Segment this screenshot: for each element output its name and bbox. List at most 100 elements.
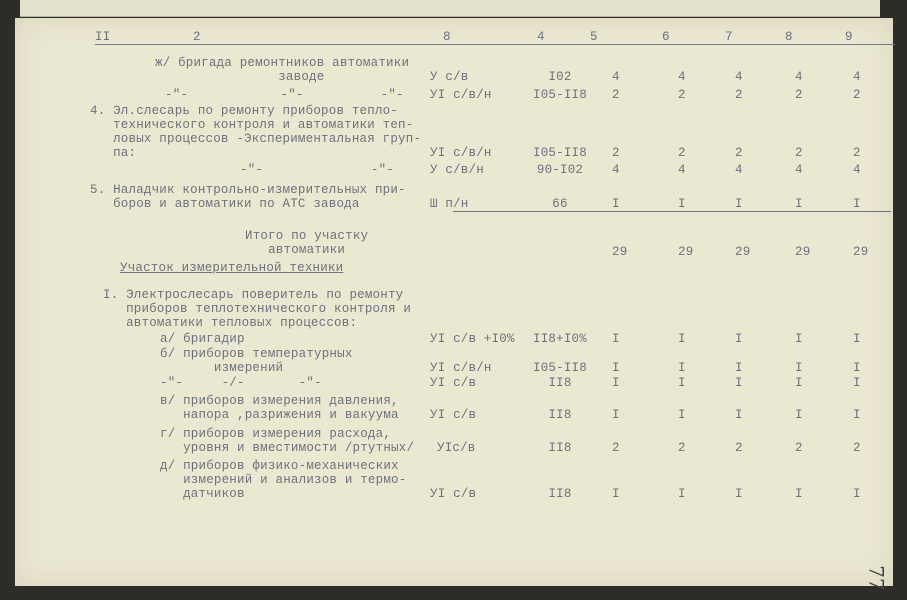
value-cell: I	[795, 197, 803, 211]
value-cell: 2	[612, 146, 620, 160]
value-cell: 2	[678, 146, 686, 160]
value-cell: I	[612, 376, 620, 390]
value-cell: I	[612, 408, 620, 422]
row-text-line: Участок измерительной техники	[120, 261, 344, 275]
value-cell: 2	[735, 441, 743, 455]
value-cell: I	[853, 408, 861, 422]
row-text-line: ловых процессов -Экспериментальная груп-	[90, 132, 422, 146]
rate-cell: I05-II8	[533, 361, 587, 375]
value-cell: I	[735, 487, 743, 501]
column-header: 5	[590, 30, 598, 44]
grade-cell: УI с/в	[430, 408, 477, 422]
rate-cell: II8	[548, 376, 572, 390]
value-cell: 2	[795, 146, 803, 160]
column-header: 2	[193, 30, 201, 44]
value-cell: I	[853, 332, 861, 346]
row-text-line: технического контроля и автоматики теп-	[90, 118, 414, 132]
value-cell: 29	[678, 245, 694, 259]
value-cell: 2	[678, 88, 686, 102]
grade-cell: УI с/в +I0%	[430, 332, 515, 346]
value-cell: 4	[612, 70, 620, 84]
value-cell: 2	[735, 88, 743, 102]
row-text-line: измерений	[160, 361, 284, 375]
value-cell: 4	[795, 163, 803, 177]
previous-page-edge	[20, 0, 880, 17]
row-text-line: д/ приборов физико-механических	[160, 459, 399, 473]
value-cell: I	[678, 376, 686, 390]
rate-cell: I05-II8	[533, 88, 587, 102]
value-cell: I	[678, 361, 686, 375]
value-cell: I	[735, 197, 743, 211]
total-rule	[453, 211, 891, 212]
row-text-line: -"- -"- -"-	[165, 88, 404, 102]
row-text-line: а/ бригадир	[160, 332, 245, 346]
grade-cell: У с/в	[430, 70, 469, 84]
grade-cell: УI с/в	[430, 376, 477, 390]
row-text-line: автоматики тепловых процессов:	[103, 316, 358, 330]
row-text-line: уровня и вместимости /ртутных/	[160, 441, 415, 455]
row-text-line: ж/ бригада ремонтников автоматики	[155, 56, 410, 70]
value-cell: 29	[795, 245, 811, 259]
row-text-line: б/ приборов температурных	[160, 347, 353, 361]
column-header: 6	[662, 30, 670, 44]
document-page: II 2 8 4 5 6 7 8 9 ж/ бригада ремонтников автомат…	[15, 18, 895, 586]
value-cell: 2	[853, 146, 861, 160]
row-text-line: измерений и анализов и термо-	[160, 473, 407, 487]
value-cell: 2	[678, 441, 686, 455]
row-text-line: г/ приборов измерения расхода,	[160, 427, 392, 441]
column-header: 9	[845, 30, 853, 44]
column-header: 8	[443, 30, 451, 44]
rate-cell: I02	[548, 70, 572, 84]
value-cell: I	[795, 487, 803, 501]
row-text-line: -"- -"-	[240, 163, 395, 177]
value-cell: 2	[853, 88, 861, 102]
grade-cell: Ш п/н	[430, 197, 469, 211]
value-cell: I	[853, 361, 861, 375]
grade-cell: УI с/в/н	[430, 361, 492, 375]
row-text-line: датчиков	[160, 487, 245, 501]
value-cell: 2	[795, 441, 803, 455]
value-cell: 29	[853, 245, 869, 259]
grade-cell: УI с/в/н	[430, 146, 492, 160]
value-cell: I	[735, 361, 743, 375]
value-cell: I	[853, 197, 861, 211]
grade-cell: УI с/в/н	[430, 88, 492, 102]
value-cell: I	[612, 361, 620, 375]
value-cell: 2	[612, 88, 620, 102]
row-text-line: I. Электрослесарь поверитель по ремонту	[103, 288, 404, 302]
page-number: 77	[864, 565, 889, 591]
value-cell: 4	[795, 70, 803, 84]
column-header: 8	[785, 30, 793, 44]
value-cell: I	[612, 332, 620, 346]
value-cell: 2	[795, 88, 803, 102]
value-cell: 4	[853, 163, 861, 177]
rate-cell: I05-II8	[533, 146, 587, 160]
value-cell: I	[612, 197, 620, 211]
row-text-line: в/ приборов измерения давления,	[160, 394, 399, 408]
value-cell: 4	[678, 163, 686, 177]
value-cell: 4	[735, 163, 743, 177]
value-cell: 4	[612, 163, 620, 177]
value-cell: 2	[612, 441, 620, 455]
value-cell: 4	[678, 70, 686, 84]
row-text-line: 4. Эл.слесарь по ремонту приборов тепло-	[90, 104, 399, 118]
rate-cell: II8	[548, 441, 572, 455]
row-text-line: -"- -/- -"-	[160, 376, 322, 390]
column-header: 4	[537, 30, 545, 44]
value-cell: I	[678, 487, 686, 501]
rate-cell: II8+I0%	[533, 332, 587, 346]
value-cell: I	[795, 332, 803, 346]
grade-cell: У с/в/н	[430, 163, 484, 177]
value-cell: I	[678, 332, 686, 346]
column-header-row	[95, 30, 895, 45]
value-cell: I	[853, 376, 861, 390]
value-cell: 4	[853, 70, 861, 84]
value-cell: 4	[735, 70, 743, 84]
column-header: II	[95, 30, 111, 44]
column-header: 7	[725, 30, 733, 44]
rate-cell: 66	[552, 197, 568, 211]
value-cell: 29	[735, 245, 751, 259]
value-cell: I	[612, 487, 620, 501]
value-cell: I	[795, 408, 803, 422]
row-text-line: приборов теплотехнического контроля и	[103, 302, 412, 316]
